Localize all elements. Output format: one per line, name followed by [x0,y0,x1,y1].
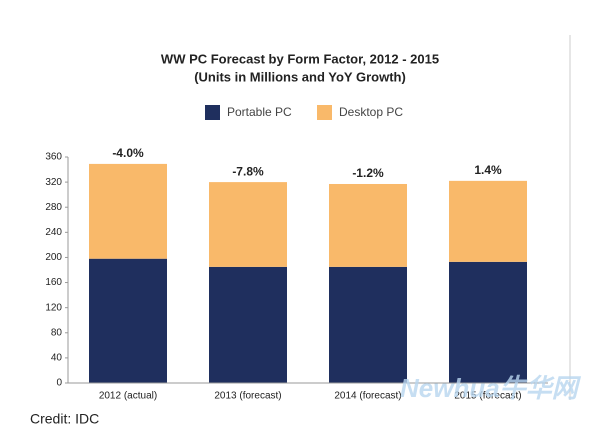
x-tick-label: 2012 (actual) [99,391,157,402]
chart-title: WW PC Forecast by Form Factor, 2012 - 20… [161,51,439,66]
y-tick-label: 80 [51,327,63,338]
y-tick-label: 320 [45,177,62,188]
y-tick-label: 280 [45,202,62,213]
y-tick-label: 160 [45,277,62,288]
x-tick-label: 2014 (forecast) [334,391,401,402]
bar-segment [89,258,167,383]
bar-segment [449,180,527,262]
chart-subtitle: (Units in Millions and YoY Growth) [194,69,406,84]
growth-label: -7.8% [232,164,264,178]
x-tick-label: 2013 (forecast) [214,391,281,402]
bar-segment [329,266,407,383]
bar-segment [209,182,287,267]
growth-label: -1.2% [352,166,384,180]
bar-segment [329,183,407,267]
y-tick-label: 0 [56,378,62,389]
y-tick-label: 200 [45,252,62,263]
y-tick-label: 120 [45,302,62,313]
growth-label: -4.0% [112,146,144,160]
growth-label: 1.4% [474,163,502,177]
legend-label: Portable PC [227,105,292,119]
legend-swatch [205,105,220,120]
y-tick-label: 40 [51,353,63,364]
bar-segment [449,261,527,383]
bar-segment [89,163,167,259]
x-tick-label: 2015 (forecast) [454,391,521,402]
legend-swatch [317,105,332,120]
watermark: Newhua牛华网 [400,373,582,403]
y-tick-label: 240 [45,227,62,238]
legend-label: Desktop PC [339,105,403,119]
credit: Credit: IDC [30,411,99,427]
y-tick-label: 360 [45,152,62,163]
bar-segment [209,266,287,383]
